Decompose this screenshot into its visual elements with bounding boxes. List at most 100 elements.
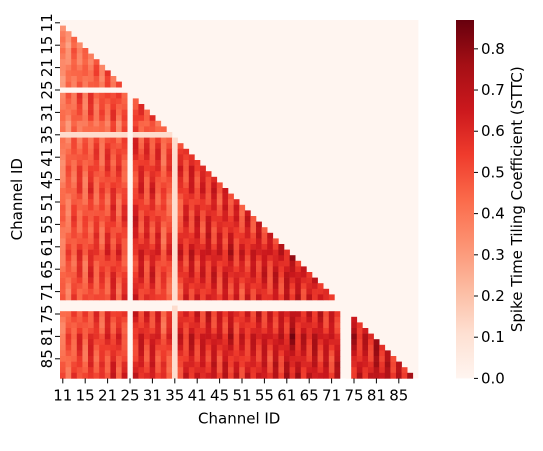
heatmap-cell bbox=[144, 260, 150, 267]
heatmap-cell bbox=[205, 193, 212, 200]
heatmap-cell bbox=[356, 328, 363, 334]
heatmap-cell bbox=[71, 288, 78, 295]
heatmap-cell bbox=[177, 367, 184, 374]
heatmap-cell bbox=[116, 98, 122, 105]
heatmap-cell bbox=[351, 322, 358, 329]
heatmap-cell bbox=[88, 294, 94, 301]
heatmap-cell bbox=[368, 361, 374, 368]
heatmap-cell bbox=[138, 350, 145, 357]
heatmap-cell bbox=[149, 204, 156, 211]
heatmap-cell bbox=[116, 322, 122, 329]
heatmap-cell bbox=[256, 255, 262, 262]
heatmap-cell bbox=[183, 154, 190, 161]
heatmap-cell bbox=[121, 322, 128, 329]
heatmap-cell bbox=[216, 216, 223, 222]
heatmap-cell bbox=[76, 98, 83, 105]
y-tick-label: 21 bbox=[38, 58, 56, 77]
heatmap-cell bbox=[82, 294, 89, 301]
heatmap-cell bbox=[104, 210, 111, 217]
heatmap-cell bbox=[71, 120, 78, 127]
heatmap-cell bbox=[306, 333, 313, 340]
heatmap-cell bbox=[177, 244, 184, 250]
heatmap-cell bbox=[261, 288, 268, 295]
heatmap-cell bbox=[194, 171, 201, 178]
heatmap-cell bbox=[166, 294, 173, 301]
heatmap-cell bbox=[104, 255, 111, 262]
heatmap-cell bbox=[71, 294, 78, 301]
heatmap-cell bbox=[93, 316, 100, 323]
heatmap-cell bbox=[88, 210, 94, 217]
heatmap-cell bbox=[99, 277, 106, 284]
heatmap-cell bbox=[76, 356, 83, 362]
heatmap-cell bbox=[82, 361, 89, 368]
y-tick-label: 25 bbox=[38, 80, 56, 99]
heatmap-cell bbox=[306, 316, 313, 323]
heatmap-cell bbox=[328, 311, 335, 318]
heatmap-cell bbox=[261, 333, 268, 340]
heatmap-cell bbox=[93, 344, 100, 351]
heatmap-cell bbox=[272, 350, 279, 357]
heatmap-cell bbox=[300, 328, 307, 334]
heatmap-cell bbox=[351, 333, 358, 340]
heatmap-cell bbox=[93, 104, 100, 110]
heatmap-cell bbox=[82, 199, 89, 206]
heatmap-cell bbox=[132, 154, 139, 161]
heatmap-cell bbox=[116, 176, 122, 183]
heatmap-cell bbox=[60, 92, 66, 99]
heatmap-cell bbox=[110, 316, 117, 323]
heatmap-cell bbox=[300, 339, 307, 346]
heatmap-cell bbox=[166, 216, 173, 222]
heatmap-cell bbox=[65, 361, 72, 368]
heatmap-cell bbox=[149, 322, 156, 329]
heatmap-cell bbox=[284, 316, 290, 323]
heatmap-cell bbox=[110, 221, 117, 228]
heatmap-cell bbox=[373, 361, 380, 368]
heatmap-cell bbox=[99, 244, 106, 250]
heatmap-cell bbox=[121, 221, 128, 228]
heatmap-cell bbox=[121, 238, 128, 245]
y-tick-label: 55 bbox=[38, 215, 56, 234]
heatmap-cell bbox=[82, 283, 89, 290]
heatmap-cell bbox=[239, 249, 246, 256]
heatmap-cell bbox=[300, 344, 307, 351]
heatmap-cell bbox=[211, 232, 218, 239]
heatmap-cell bbox=[222, 344, 229, 351]
heatmap-cell bbox=[155, 266, 162, 273]
heatmap-cell bbox=[116, 81, 122, 88]
heatmap-cell bbox=[116, 171, 122, 178]
heatmap-cell bbox=[390, 361, 397, 368]
heatmap-cell bbox=[200, 193, 206, 200]
heatmap-cell bbox=[60, 42, 66, 49]
heatmap-cell bbox=[205, 255, 212, 262]
heatmap-cell bbox=[345, 316, 352, 323]
heatmap-cell bbox=[188, 171, 195, 178]
heatmap-cell bbox=[233, 333, 240, 340]
heatmap-cell bbox=[132, 126, 139, 133]
heatmap-cell bbox=[93, 283, 100, 290]
heatmap-cell bbox=[76, 165, 83, 172]
heatmap-cell bbox=[138, 143, 145, 150]
heatmap-cell bbox=[82, 154, 89, 161]
heatmap-cell bbox=[144, 176, 150, 183]
heatmap-cell bbox=[267, 266, 274, 273]
heatmap-cell bbox=[177, 232, 184, 239]
heatmap-cell bbox=[183, 328, 190, 334]
heatmap-cell bbox=[155, 143, 162, 150]
colorbar: 0.00.10.20.30.40.50.60.70.8 Spike Time T… bbox=[456, 20, 526, 387]
heatmap-cell bbox=[82, 81, 89, 88]
heatmap-cell bbox=[149, 344, 156, 351]
heatmap-cell bbox=[132, 210, 139, 217]
heatmap-cell bbox=[205, 199, 212, 206]
heatmap-cell bbox=[267, 361, 274, 368]
heatmap-cell bbox=[211, 221, 218, 228]
heatmap-cell bbox=[99, 372, 106, 379]
heatmap-cell bbox=[138, 294, 145, 301]
heatmap-cell bbox=[233, 283, 240, 290]
heatmap-cell bbox=[211, 204, 218, 211]
heatmap-cell bbox=[110, 266, 117, 273]
heatmap-cell bbox=[272, 266, 279, 273]
heatmap-cell bbox=[183, 361, 190, 368]
heatmap-cell bbox=[104, 148, 111, 155]
heatmap-cell bbox=[261, 339, 268, 346]
heatmap-cell bbox=[155, 305, 162, 312]
